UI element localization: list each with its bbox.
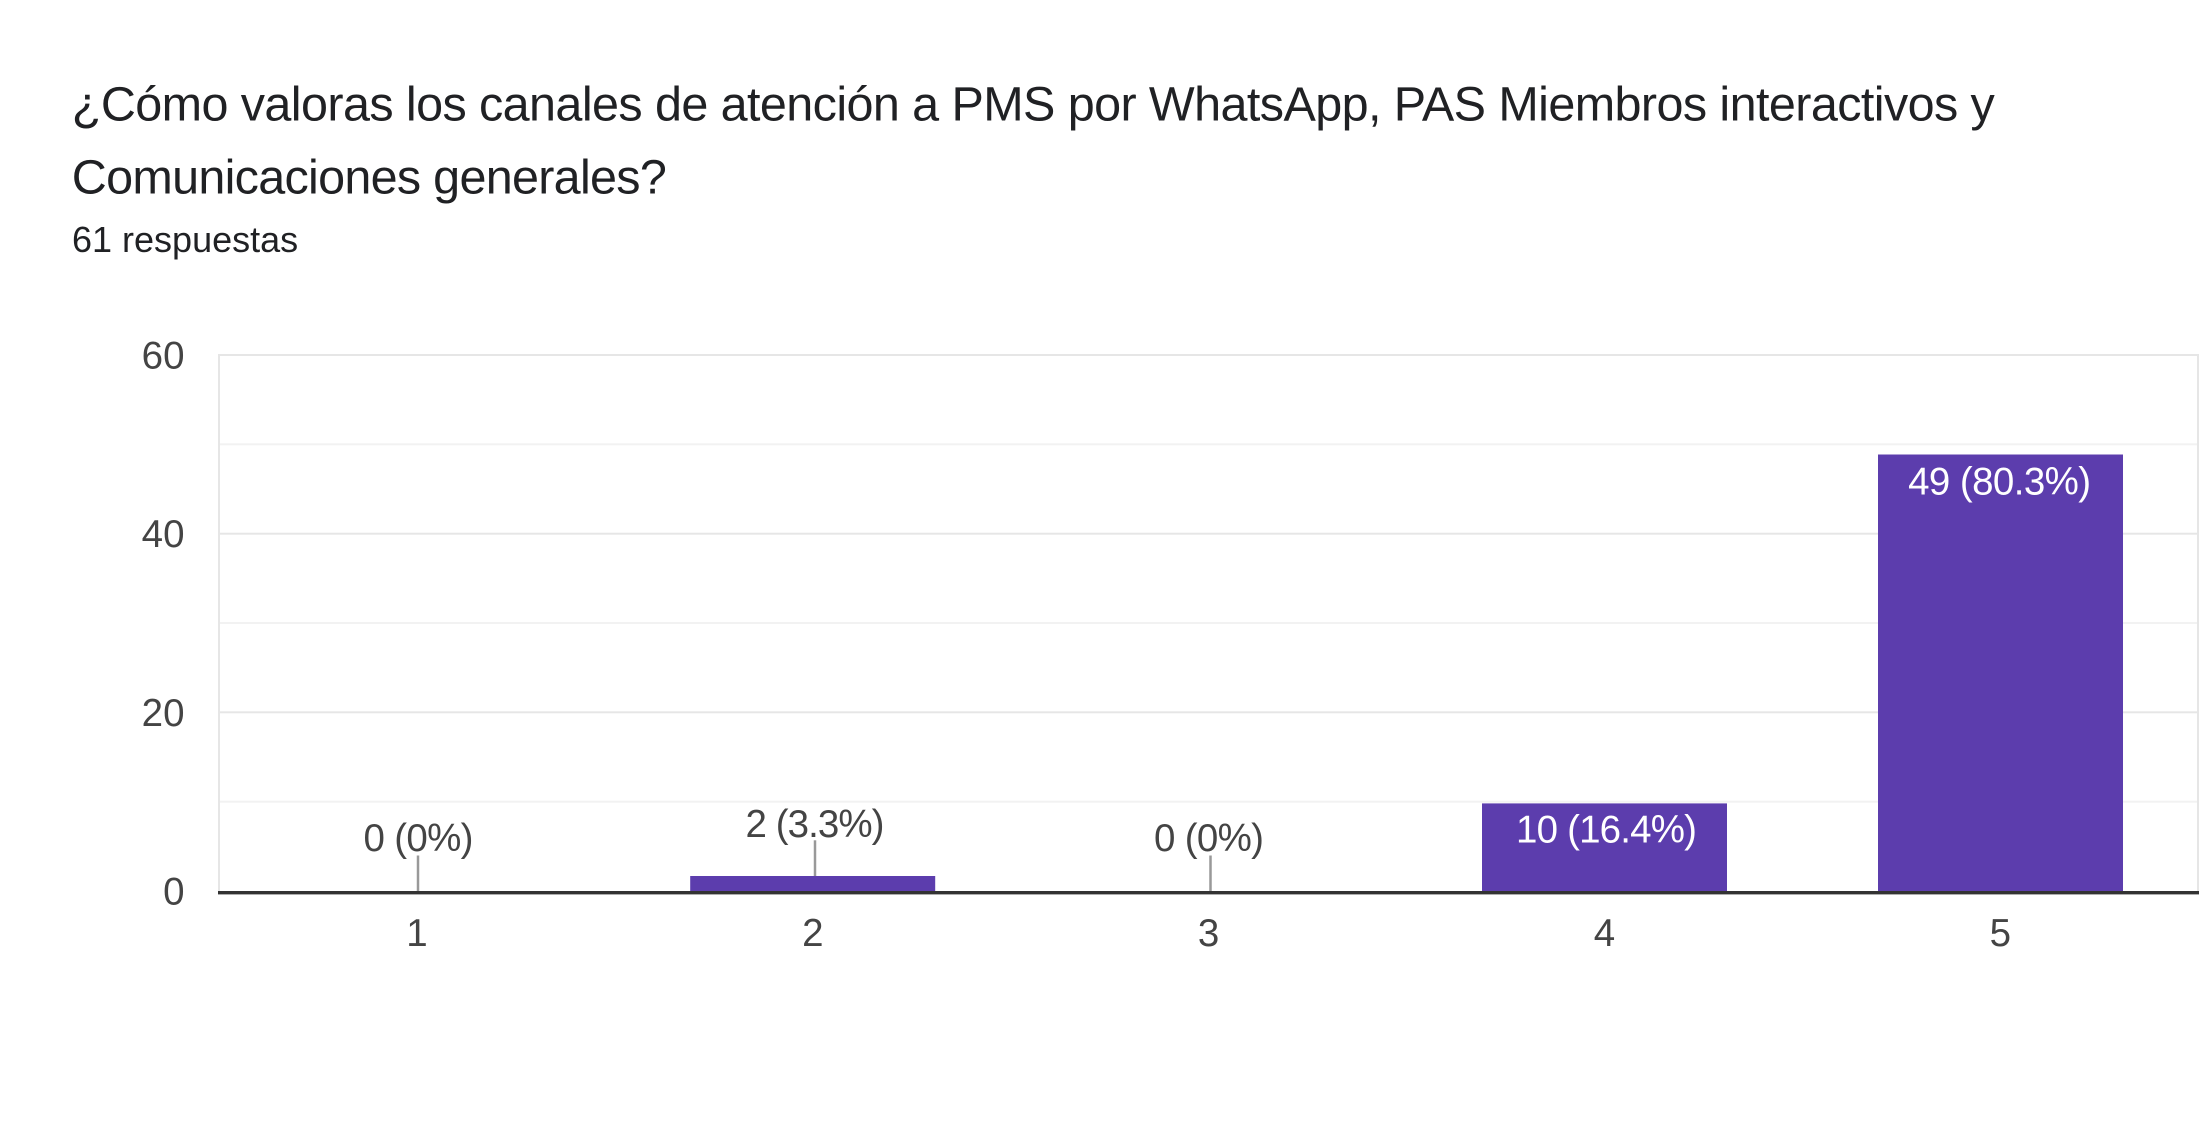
svg-text:2: 2 [802, 912, 823, 955]
svg-text:10 (16.4%): 10 (16.4%) [1516, 809, 1697, 852]
svg-text:40: 40 [142, 513, 185, 556]
svg-text:0: 0 [163, 871, 184, 914]
svg-text:49 (80.3%): 49 (80.3%) [1908, 461, 2091, 504]
svg-text:0 (0%): 0 (0%) [364, 817, 474, 860]
svg-text:20: 20 [142, 692, 185, 735]
svg-text:0 (0%): 0 (0%) [1154, 817, 1264, 860]
svg-text:60: 60 [142, 335, 185, 378]
svg-text:5: 5 [1990, 912, 2011, 955]
svg-text:4: 4 [1594, 912, 1615, 955]
svg-text:61 respuestas: 61 respuestas [72, 219, 298, 260]
svg-text:Comunicaciones generales?: Comunicaciones generales? [72, 151, 667, 205]
svg-text:3: 3 [1198, 912, 1219, 955]
svg-text:¿Cómo valoras los canales de a: ¿Cómo valoras los canales de atención a … [72, 78, 1996, 132]
svg-text:2 (3.3%): 2 (3.3%) [746, 803, 885, 846]
svg-text:1: 1 [406, 912, 427, 955]
